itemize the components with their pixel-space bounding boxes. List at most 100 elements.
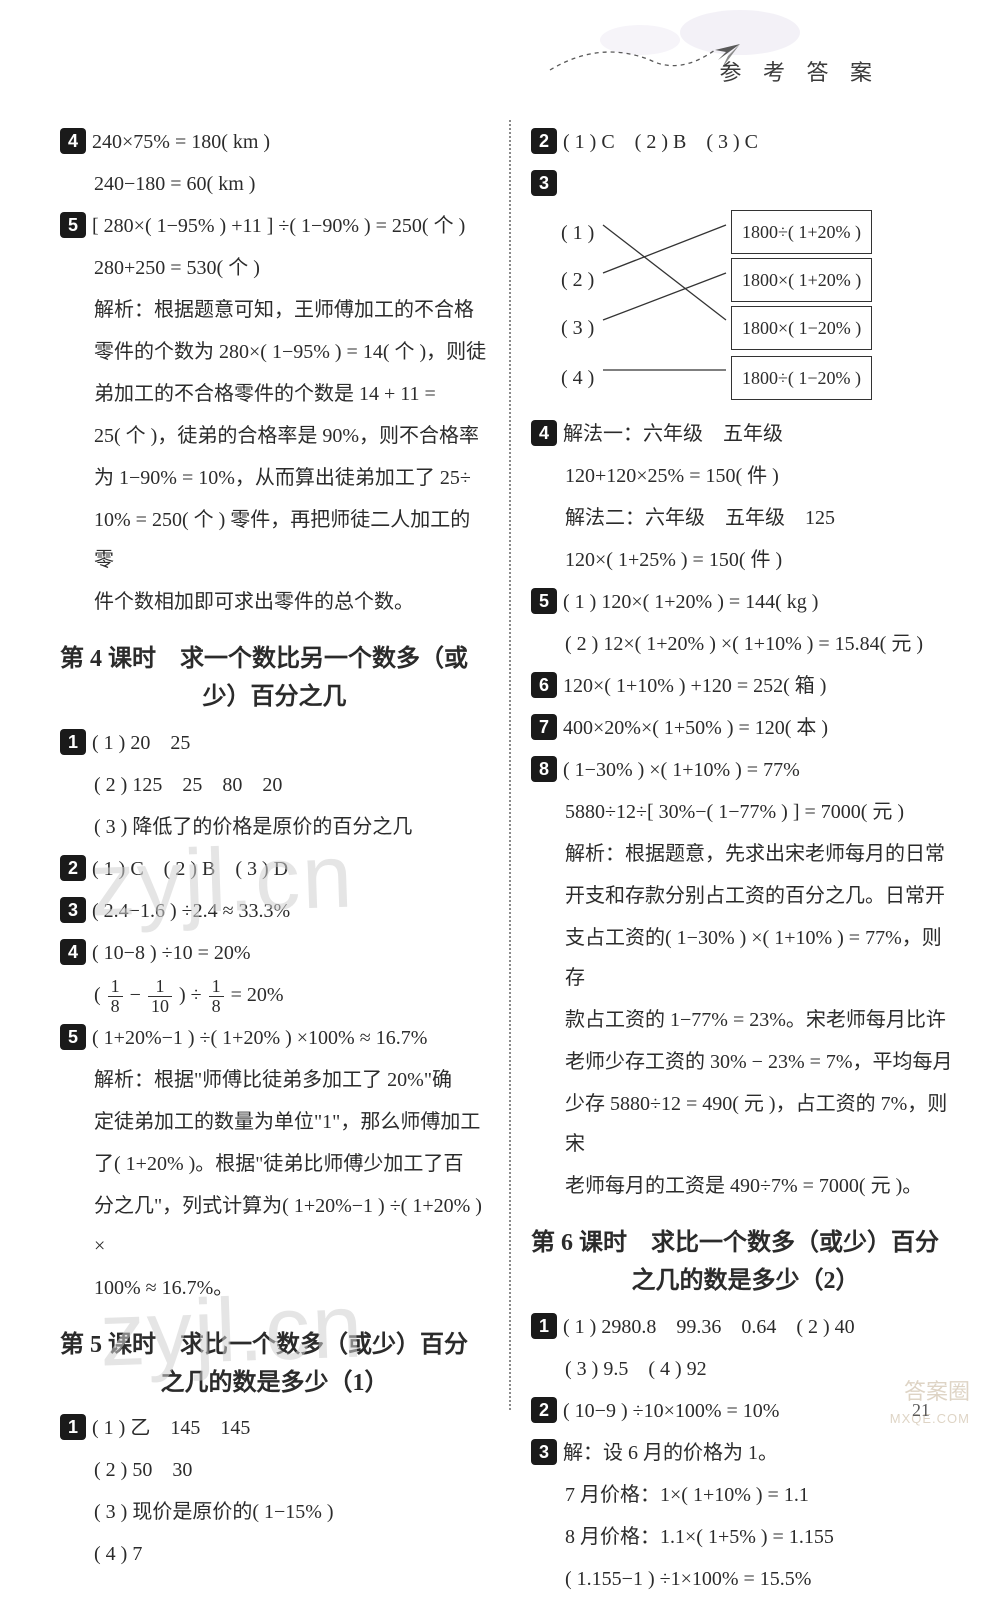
text: 240×75% = 180( km )	[92, 131, 270, 153]
rq5a: 5 ( 1 ) 120×( 1+20% ) = 144( kg )	[531, 582, 960, 622]
section-title-6: 第 6 课时 求比一个数多（或少）百分 之几的数是多少（2）	[531, 1224, 960, 1301]
text: [ 280×( 1−95% ) +11 ] ÷( 1−90% ) = 250( …	[92, 215, 465, 237]
s6q3-l0: 3解：设 6 月的价格为 1。	[531, 1433, 960, 1473]
text: 120×( 1+10% ) +120 = 252( 箱 )	[563, 675, 826, 697]
diagram-box: 1800×( 1+20% )	[731, 258, 872, 302]
title-line: 第 6 课时 求比一个数多（或少）百分	[531, 1230, 939, 1256]
s6q1b: ( 3 ) 9.5 ( 4 ) 92	[531, 1349, 960, 1389]
rq4-l4: 120×( 1+25% ) = 150( 件 )	[531, 540, 960, 580]
q5-line2: 280+250 = 530( 个 )	[60, 248, 489, 288]
qnum-5: 5	[60, 212, 86, 238]
column-separator	[509, 120, 511, 1410]
text: 解：设 6 月的价格为 1。	[563, 1442, 778, 1464]
q5-exp: 为 1−90% = 10%，从而算出徒弟加工了 25÷	[60, 458, 489, 498]
qnum-1: 1	[60, 729, 86, 755]
qnum-2: 2	[531, 1397, 557, 1423]
s4q5-exp: 分之几"，列式计算为( 1+20%−1 ) ÷( 1+20% ) ×	[60, 1186, 489, 1266]
diagram-label: ( 4 )	[561, 358, 594, 398]
num: 1	[209, 977, 224, 997]
s4q5-exp: 了( 1+20% )。根据"徒弟比师傅少加工了百	[60, 1144, 489, 1184]
q5-exp: 10% = 250( 个 ) 零件，再把师徒二人加工的零	[60, 500, 489, 580]
s4q4-l1: 4( 10−8 ) ÷10 = 20%	[60, 933, 489, 973]
rq8-l1: 8( 1−30% ) ×( 1+10% ) = 77%	[531, 750, 960, 790]
rq8-exp: 解析：根据题意，先求出宋老师每月的日常	[531, 834, 960, 874]
den: 8	[209, 997, 224, 1016]
q4-line1: 4 240×75% = 180( km )	[60, 122, 489, 162]
left-column: 4240×75% = 180( km ) 240−180 = 60( km ) …	[60, 120, 503, 1410]
s5q1b: ( 2 ) 50 30	[60, 1450, 489, 1490]
rq7: 7 400×20%×( 1+50% ) = 120( 本 )	[531, 708, 960, 748]
text: ( 1+20%−1 ) ÷( 1+20% ) ×100% ≈ 16.7%	[92, 1027, 427, 1049]
den: 8	[108, 997, 123, 1016]
qnum-3: 3	[531, 170, 557, 196]
s4q1a: 1 ( 1 ) 20 25	[60, 723, 489, 763]
qnum-3: 3	[60, 897, 86, 923]
q5-exp: 解析：根据题意可知，王师傅加工的不合格	[60, 290, 489, 330]
text: ( 1 ) 120×( 1+20% ) = 144( kg )	[563, 591, 818, 613]
answer-page: 参 考 答 案 zyjl.cn zyjl.cn 4 240×75% = 180( …	[0, 0, 1000, 1451]
rq8-exp: 款占工资的 1−77% = 23%。宋老师每月比许	[531, 1000, 960, 1040]
diagram-label: ( 1 )	[561, 213, 594, 253]
q5-line1: 5 [ 280×( 1−95% ) +11 ] ÷( 1−90% ) = 250(…	[60, 206, 489, 246]
text: −	[130, 984, 141, 1006]
s4q1b: ( 2 ) 125 25 80 20	[60, 765, 489, 805]
q5-exp: 零件的个数为 280×( 1−95% ) = 14( 个 )，则徒	[60, 332, 489, 372]
text: 解法一：六年级 五年级	[563, 423, 783, 445]
rq3-head: 3	[531, 164, 960, 204]
s6q3-l2: 8 月价格：1.1×( 1+5% ) = 1.155	[531, 1517, 960, 1557]
s6q1a: 1( 1 ) 2980.8 99.36 0.64 ( 2 ) 40	[531, 1307, 960, 1347]
rq6: 6 120×( 1+10% ) +120 = 252( 箱 )	[531, 666, 960, 706]
page-number: 21	[912, 1400, 930, 1421]
s6q3-l1: 7 月价格：1×( 1+10% ) = 1.1	[531, 1475, 960, 1515]
rq4-l3: 解法二：六年级 五年级 125	[531, 498, 960, 538]
title-line: 第 4 课时 求一个数比另一个数多（或	[60, 646, 468, 672]
text: ( 1−30% ) ×( 1+10% ) = 77%	[563, 759, 800, 781]
diagram-box: 1800÷( 1+20% )	[731, 210, 872, 254]
rq8-exp: 少存 5880÷12 = 490( 元 )，占工资的 7%，则宋	[531, 1084, 960, 1164]
qnum-5: 5	[60, 1024, 86, 1050]
rq8-exp: 开支和存款分别占工资的百分之几。日常开	[531, 876, 960, 916]
s5q1a: 1 ( 1 ) 乙 145 145	[60, 1408, 489, 1448]
qnum-4: 4	[60, 939, 86, 965]
text: 400×20%×( 1+50% ) = 120( 本 )	[563, 717, 828, 739]
diagram-label: ( 3 )	[561, 308, 594, 348]
s4q5-l1: 5 ( 1+20%−1 ) ÷( 1+20% ) ×100% ≈ 16.7%	[60, 1018, 489, 1058]
rq8-l2: 5880÷12÷[ 30%−( 1−77% ) ] = 7000( 元 )	[531, 792, 960, 832]
two-column-layout: 4240×75% = 180( km ) 240−180 = 60( km ) …	[60, 120, 960, 1410]
text: ( 1 ) 乙 145 145	[92, 1417, 250, 1439]
qnum-1: 1	[60, 1414, 86, 1440]
diagram-label: ( 2 )	[561, 260, 594, 300]
qnum-4: 4	[60, 128, 86, 154]
s5q1c: ( 3 ) 现价是原价的( 1−15% )	[60, 1492, 489, 1532]
text: ( 1 ) C ( 2 ) B ( 3 ) C	[563, 131, 758, 153]
qnum-2: 2	[60, 855, 86, 881]
matching-diagram: ( 1 ) ( 2 ) ( 3 ) ( 4 ) 1800÷( 1+20% ) 1…	[531, 210, 960, 410]
s6q3-l3: ( 1.155−1 ) ÷1×100% = 15.5%	[531, 1559, 960, 1599]
rq8-exp: 支占工资的( 1−30% ) ×( 1+10% ) = 77%，则存	[531, 918, 960, 998]
qnum-2: 2	[531, 128, 557, 154]
qnum-6: 6	[531, 672, 557, 698]
fraction: 18	[209, 977, 224, 1016]
diagram-box: 1800÷( 1−20% )	[731, 356, 872, 400]
watermark: zyjl.cn	[88, 825, 355, 937]
qnum-7: 7	[531, 714, 557, 740]
s4q5-exp: 定徒弟加工的数量为单位"1"，那么师傅加工	[60, 1102, 489, 1142]
s4q4-frac: ( 18 − 110 ) ÷ 18 = 20%	[60, 975, 489, 1016]
s5q1d: ( 4 ) 7	[60, 1534, 489, 1574]
q5-exp: 件个数相加即可求出零件的总个数。	[60, 582, 489, 622]
den: 10	[148, 997, 172, 1016]
q5-exp: 25( 个 )，徒弟的合格率是 90%，则不合格率	[60, 416, 489, 456]
fraction: 18	[108, 977, 123, 1016]
text: ( 1 ) 20 25	[92, 732, 190, 754]
watermark: zyjl.cn	[98, 1275, 365, 1387]
num: 1	[108, 977, 123, 997]
rq5b: ( 2 ) 12×( 1+20% ) ×( 1+10% ) = 15.84( 元…	[531, 624, 960, 664]
text: (	[94, 984, 101, 1006]
page-title: 参 考 答 案	[719, 55, 880, 87]
title-line: 少）百分之几	[60, 678, 489, 716]
q5-exp: 弟加工的不合格零件的个数是 14 + 11 =	[60, 374, 489, 414]
text: ( 1 ) 2980.8 99.36 0.64 ( 2 ) 40	[563, 1316, 855, 1338]
q4-line2: 240−180 = 60( km )	[60, 164, 489, 204]
qnum-5: 5	[531, 588, 557, 614]
rq8-exp: 老师少存工资的 30% − 23% = 7%，平均每月	[531, 1042, 960, 1082]
